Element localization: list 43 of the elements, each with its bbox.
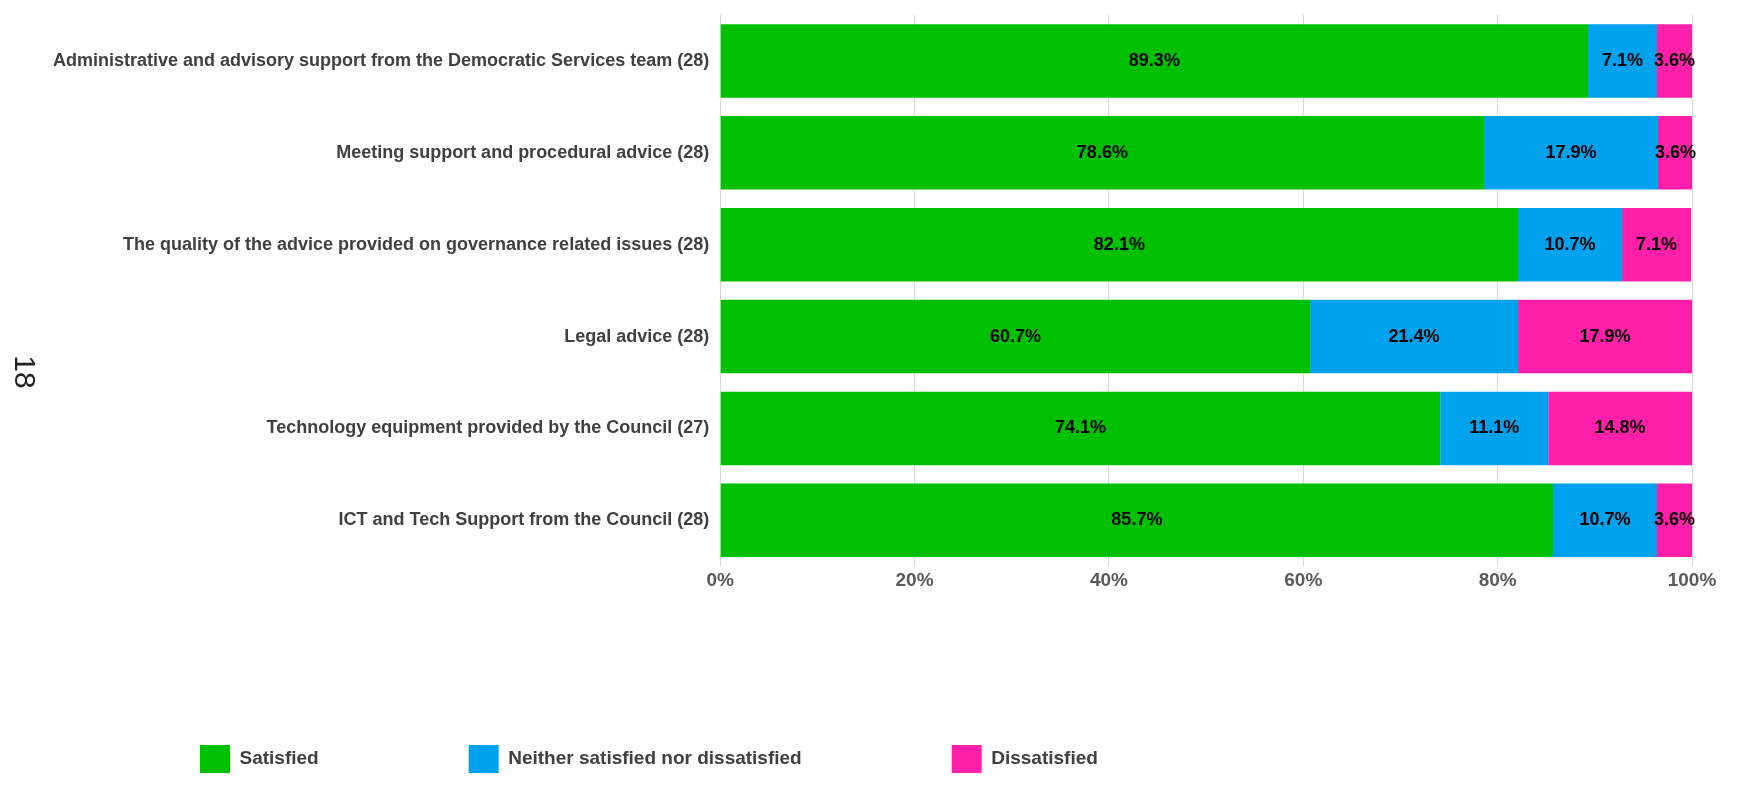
data-label: 14.8% [1594,417,1646,438]
legend-label: Neither satisfied nor dissatisfied [508,747,802,769]
bar [1310,299,1519,374]
y-tick-label: Technology equipment provided by the Council (27) [266,417,710,438]
data-label: 89.3% [1128,49,1180,70]
data-label: 10.7% [1579,509,1631,530]
bar [1548,391,1692,466]
bar [720,483,1554,558]
data-label: 60.7% [989,325,1041,346]
x-tick-label: 0% [706,568,735,590]
x-tick-label: 20% [895,568,934,590]
y-tick-label: Administrative and advisory support from the Democratic Services team (28) [52,49,710,70]
y-tick-label: Legal advice (28) [564,325,710,346]
data-label: 85.7% [1111,509,1163,530]
data-label: 82.1% [1093,233,1145,254]
bar [720,24,1589,98]
legend-label: Satisfied [239,747,319,769]
bar [720,391,1441,466]
data-label: 10.7% [1544,233,1596,254]
legend-label: Dissatisfied [991,747,1098,769]
y-tick-label: Meeting support and procedural advice (28) [336,141,710,162]
bar [720,299,1311,374]
bar [1518,299,1692,374]
bar [1440,391,1549,466]
data-label: 11.1% [1469,417,1520,438]
text: 18 [7,355,42,389]
x-tick-label: 100% [1667,568,1717,590]
bar [720,116,1485,190]
data-label: 7.1% [1602,49,1644,70]
bar [1518,207,1623,282]
data-label: 17.9% [1579,325,1631,346]
data-label: 74.1% [1054,417,1107,438]
x-tick-label: 80% [1478,568,1517,590]
data-label: 78.6% [1076,141,1128,162]
y-tick-label: The quality of the advice provided on governance related issues (28) [123,233,710,254]
data-label: 7.1% [1636,233,1678,254]
bar [1622,207,1692,282]
x-tick-label: 60% [1284,568,1323,590]
data-label: 17.9% [1545,141,1597,162]
data-label: 21.4% [1388,325,1440,346]
x-tick-label: 40% [1089,568,1129,590]
bar [720,207,1519,282]
y-tick-label: ICT and Tech Support from the Council (28) [338,509,710,530]
